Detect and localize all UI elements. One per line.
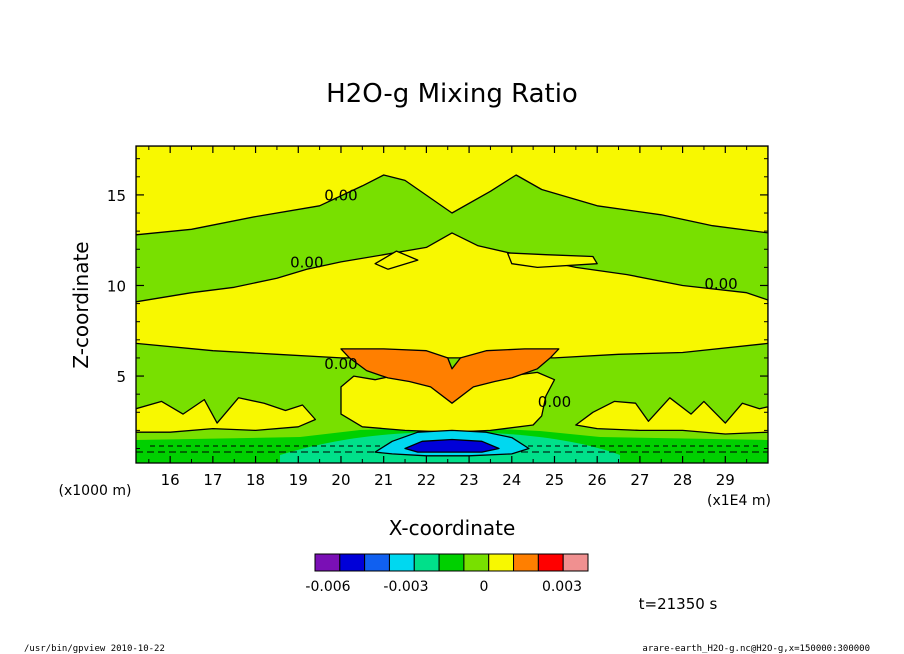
x-tick-label-17: 17 bbox=[203, 471, 222, 489]
contour-region-yellow-0 bbox=[136, 146, 768, 236]
colorbar-tick-label-3: 0.003 bbox=[542, 579, 582, 595]
x-tick-label-26: 26 bbox=[588, 471, 607, 489]
y-tick-label-5: 5 bbox=[116, 368, 126, 386]
y-tick-label-15: 15 bbox=[107, 187, 126, 205]
plot-frame bbox=[135, 145, 769, 464]
x-tick-label-24: 24 bbox=[502, 471, 521, 489]
x-tick-label-18: 18 bbox=[246, 471, 265, 489]
contour-labels: 0.00 0.00 0.00 0.00 0.00 bbox=[290, 186, 738, 411]
y-axis-label: Z-coordinate bbox=[69, 241, 93, 368]
y-axis: 5 10 15 bbox=[107, 158, 768, 450]
colorbar-tick-label-2: 0 bbox=[480, 579, 489, 595]
contour-label-1: 0.00 bbox=[290, 253, 323, 271]
contour-region-yellow-3 bbox=[506, 252, 598, 269]
contour-region-blue-9 bbox=[404, 438, 500, 453]
x-tick-label-22: 22 bbox=[417, 471, 436, 489]
footer-left: /usr/bin/gpview 2010-10-22 bbox=[24, 644, 165, 654]
x-tick-label-25: 25 bbox=[545, 471, 564, 489]
colorbar-swatch-1 bbox=[339, 553, 366, 572]
colorbar-swatch-8 bbox=[513, 553, 539, 572]
colorbar-swatch-0 bbox=[314, 553, 341, 572]
colorbar: -0.006 -0.003 0 0.003 bbox=[305, 553, 589, 595]
colorbar-swatch-10 bbox=[562, 553, 589, 572]
x-axis-label: X-coordinate bbox=[389, 516, 516, 540]
y-tick-label-10: 10 bbox=[107, 277, 126, 295]
colorbar-tick-label-1: -0.003 bbox=[383, 579, 428, 595]
contour-region-yellow-1 bbox=[136, 232, 768, 359]
colorbar-swatch-5 bbox=[438, 553, 465, 572]
contour-region-yellow-2 bbox=[374, 250, 419, 270]
plot-area: 0.00 0.00 0.00 0.00 0.00 bbox=[135, 145, 769, 464]
contour-label-4: 0.00 bbox=[538, 393, 571, 411]
y-axis-unit: (x1000 m) bbox=[59, 483, 132, 499]
x-axis-unit: (x1E4 m) bbox=[707, 493, 771, 509]
contour-region-yellow-5 bbox=[575, 397, 768, 435]
colorbar-swatch-6 bbox=[463, 553, 490, 572]
colorbar-swatch-4 bbox=[413, 553, 440, 572]
contour-label-2: 0.00 bbox=[704, 275, 737, 293]
x-axis: 16 17 18 19 20 21 22 23 24 25 26 27 28 29 bbox=[148, 146, 748, 489]
x-tick-label-27: 27 bbox=[630, 471, 649, 489]
colorbar-swatch-2 bbox=[364, 553, 390, 572]
x-tick-label-28: 28 bbox=[673, 471, 692, 489]
footer-right: arare-earth_H2O-g.nc@H2O-g,x=150000:3000… bbox=[642, 644, 870, 654]
x-tick-label-16: 16 bbox=[161, 471, 180, 489]
x-tick-label-20: 20 bbox=[331, 471, 350, 489]
time-annotation: t=21350 s bbox=[639, 595, 718, 613]
x-tick-label-19: 19 bbox=[289, 471, 308, 489]
contour-label-3: 0.00 bbox=[324, 355, 357, 373]
contour-label-0: 0.00 bbox=[324, 186, 357, 204]
colorbar-swatch-7 bbox=[488, 553, 515, 572]
contour-region-orange-7 bbox=[340, 348, 560, 404]
colorbar-tick-label-0: -0.006 bbox=[305, 579, 350, 595]
x-tick-label-23: 23 bbox=[460, 471, 479, 489]
x-tick-label-21: 21 bbox=[374, 471, 393, 489]
colorbar-swatch-9 bbox=[537, 553, 564, 572]
chart-title: H2O-g Mixing Ratio bbox=[326, 79, 578, 109]
contour-regions bbox=[136, 146, 768, 457]
x-tick-label-29: 29 bbox=[716, 471, 735, 489]
contour-region-yellow-4 bbox=[136, 397, 317, 433]
colorbar-swatch-3 bbox=[388, 553, 415, 572]
